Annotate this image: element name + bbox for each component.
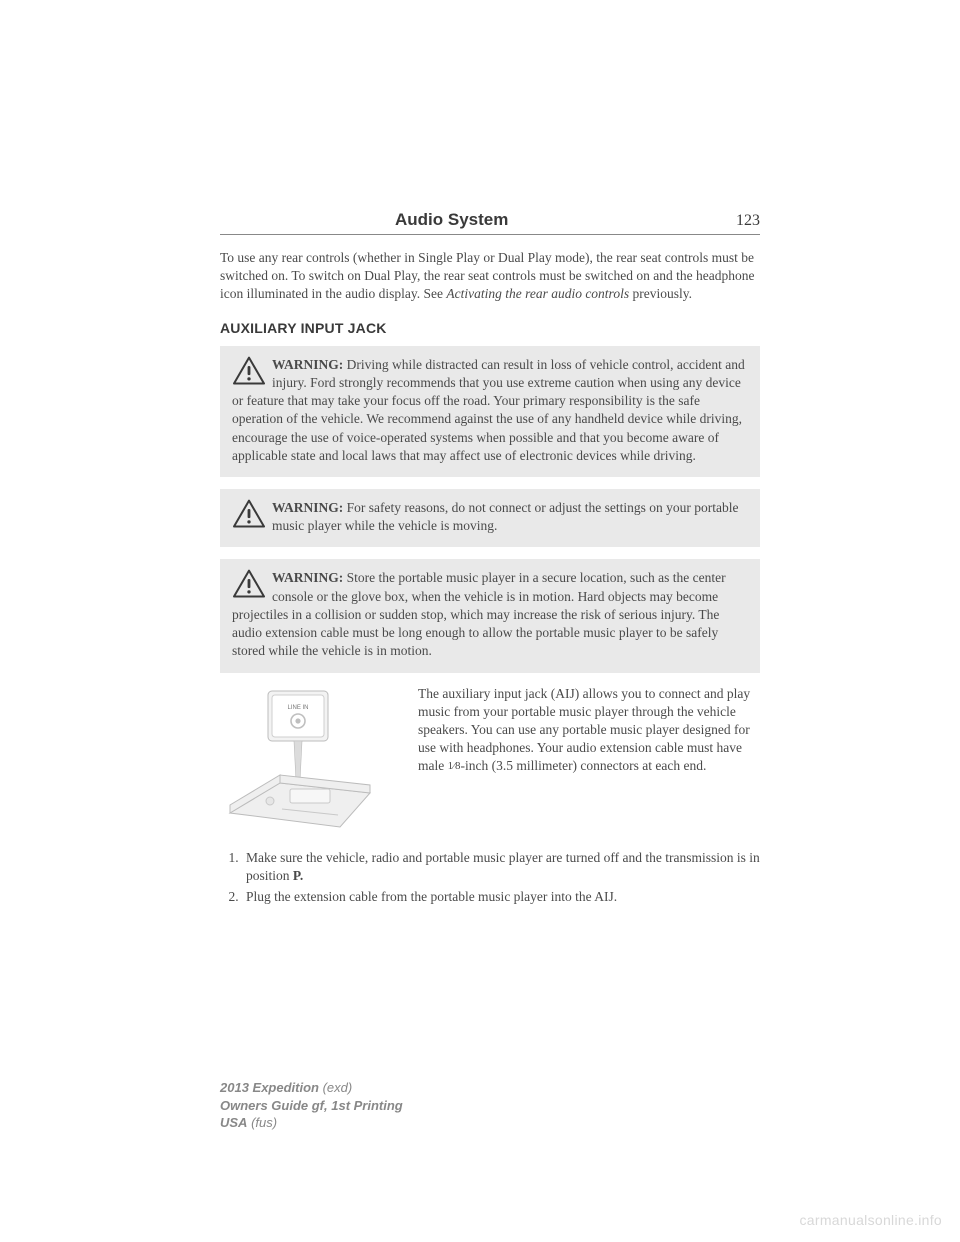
intro-paragraph: To use any rear controls (whether in Sin… — [220, 249, 760, 304]
list-item: Plug the extension cable from the portab… — [242, 888, 760, 906]
warning-box: WARNING: Store the portable music player… — [220, 559, 760, 672]
list-item: Make sure the vehicle, radio and portabl… — [242, 849, 760, 885]
steps-list: Make sure the vehicle, radio and portabl… — [242, 849, 760, 907]
intro-italic: Activating the rear audio controls — [446, 286, 629, 301]
watermark: carmanualsonline.info — [800, 1212, 943, 1228]
warning-label: WARNING: — [272, 357, 343, 372]
figure-caption: The auxiliary input jack (AIJ) allows yo… — [418, 685, 760, 776]
warning-box: WARNING: Driving while distracted can re… — [220, 346, 760, 477]
footer-region: USA — [220, 1115, 247, 1130]
footer-code: (exd) — [319, 1080, 352, 1095]
footer-model: 2013 Expedition — [220, 1080, 319, 1095]
intro-text-b: previously. — [629, 286, 692, 301]
warning-triangle-icon — [232, 356, 266, 386]
line-in-label: LINE IN — [287, 705, 308, 711]
footer-guide: Owners Guide gf, 1st Printing — [220, 1097, 403, 1115]
aux-jack-illustration: LINE IN — [220, 685, 400, 835]
warning-triangle-icon — [232, 499, 266, 529]
header-title: Audio System — [395, 210, 508, 230]
warning-text: Driving while distracted can result in l… — [232, 357, 745, 463]
warning-triangle-icon — [232, 569, 266, 599]
step-bold: P. — [293, 868, 303, 883]
step-text: Plug the extension cable from the portab… — [246, 889, 617, 904]
footer: 2013 Expedition (exd) Owners Guide gf, 1… — [220, 1079, 403, 1132]
figure-row: LINE IN The auxiliary input jack (AIJ) a… — [220, 685, 760, 835]
fraction: 1⁄8 — [448, 760, 461, 772]
section-heading: AUXILIARY INPUT JACK — [220, 320, 760, 336]
page-number: 123 — [736, 212, 760, 230]
step-text: Make sure the vehicle, radio and portabl… — [246, 850, 760, 883]
warning-box: WARNING: For safety reasons, do not conn… — [220, 489, 760, 547]
caption-b: -inch (3.5 millimeter) connectors at eac… — [460, 758, 706, 773]
page-header: Audio System 123 — [220, 210, 760, 235]
footer-region-code: (fus) — [247, 1115, 277, 1130]
warning-label: WARNING: — [272, 570, 343, 585]
warning-label: WARNING: — [272, 500, 343, 515]
